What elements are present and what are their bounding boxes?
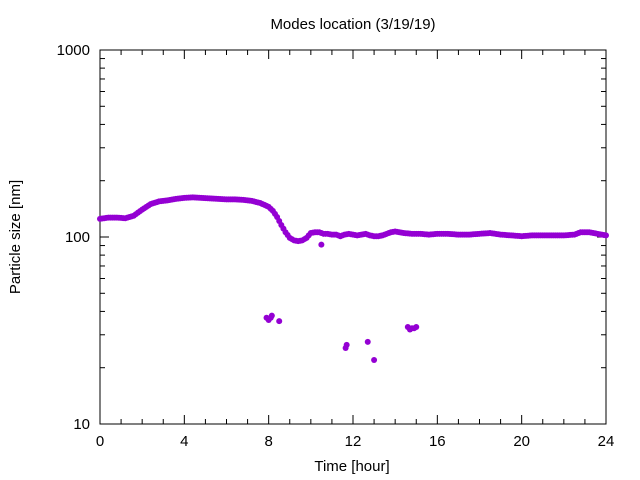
- chart-title: Modes location (3/19/19): [270, 16, 435, 33]
- data-point-lower-mode: [318, 241, 325, 248]
- data-point: [603, 232, 609, 239]
- data-points: [97, 194, 609, 363]
- data-point-lower-mode: [276, 318, 283, 325]
- x-tick-label-8: 8: [265, 433, 273, 450]
- data-point-lower-mode: [343, 341, 350, 348]
- data-point-lower-mode: [268, 312, 275, 319]
- data-point-lower-mode: [364, 338, 371, 345]
- x-tick-label-20: 20: [513, 433, 530, 450]
- x-tick-label-24: 24: [598, 433, 615, 450]
- y-tick-label-100: 100: [65, 229, 90, 246]
- x-tick-label-16: 16: [429, 433, 446, 450]
- y-tick-label-10: 10: [73, 416, 90, 433]
- axis-ticks: [99, 49, 607, 425]
- y-tick-label-1000: 1000: [57, 42, 90, 59]
- x-axis-label: Time [hour]: [314, 458, 389, 475]
- data-point-lower-mode: [371, 356, 378, 363]
- x-tick-label-0: 0: [96, 433, 104, 450]
- x-tick-label-12: 12: [345, 433, 362, 450]
- data-point-lower-mode: [413, 324, 420, 331]
- x-tick-label-4: 4: [180, 433, 188, 450]
- y-axis-label: Particle size [nm]: [7, 180, 24, 294]
